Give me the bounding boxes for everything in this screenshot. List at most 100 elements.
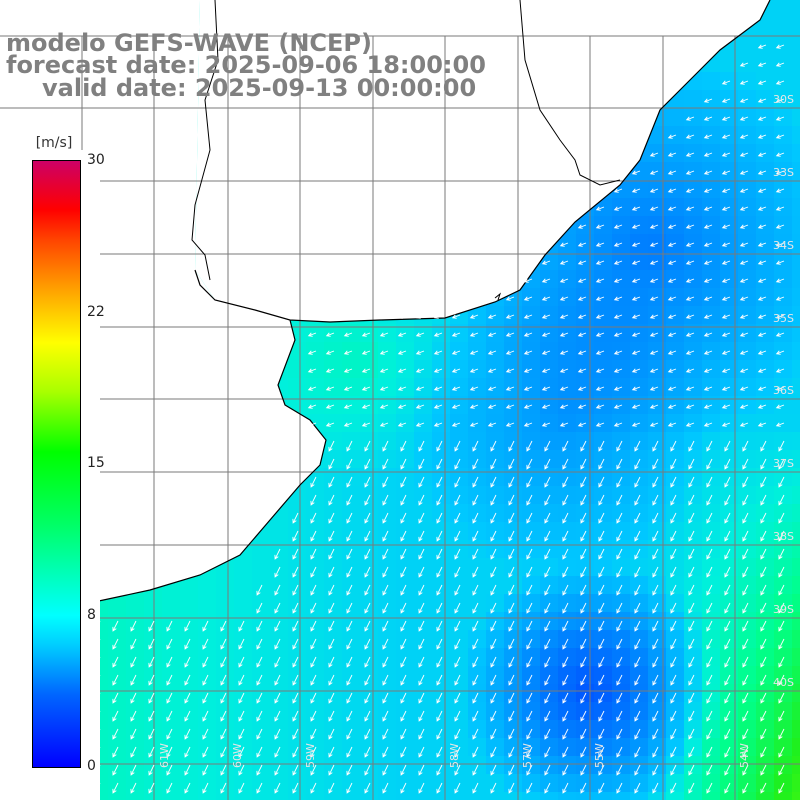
wind-arrow: [562, 692, 569, 704]
field-cell: [684, 90, 703, 109]
wind-arrow: [328, 530, 335, 542]
wind-arrow: [721, 260, 731, 265]
wind-arrow: [415, 314, 425, 319]
wind-arrow: [667, 296, 677, 301]
wind-arrow: [616, 440, 623, 452]
wind-arrow: [562, 782, 569, 794]
wind-arrow: [541, 314, 551, 319]
wind-arrow: [202, 746, 209, 758]
wind-arrow: [436, 512, 443, 524]
wind-arrow: [778, 584, 785, 596]
wind-arrow: [757, 314, 767, 319]
wind-arrow: [418, 620, 425, 632]
wind-arrow: [652, 512, 659, 524]
wind-arrow: [292, 710, 299, 722]
wind-arrow: [418, 566, 425, 578]
wind-arrow: [418, 746, 425, 758]
wind-arrow: [523, 368, 533, 373]
wind-arrow: [472, 782, 479, 794]
wind-arrow: [685, 206, 695, 211]
wind-arrow: [688, 548, 695, 560]
wind-arrow: [688, 674, 695, 686]
field-cell: [792, 792, 800, 800]
wind-arrow: [382, 674, 389, 686]
wind-arrow: [454, 620, 461, 632]
longitude-label: 54W: [738, 743, 751, 768]
wind-arrow: [688, 512, 695, 524]
wind-arrow: [649, 170, 659, 175]
field-cell: [792, 162, 800, 181]
wind-arrow: [739, 134, 749, 139]
wind-arrow: [307, 386, 317, 391]
wind-arrow: [652, 566, 659, 578]
wind-arrow: [634, 656, 641, 668]
wind-arrow: [739, 152, 749, 157]
wind-arrow: [778, 764, 785, 776]
wind-arrow: [595, 422, 605, 427]
wind-arrow: [364, 620, 371, 632]
wind-arrow: [307, 404, 317, 409]
wind-arrow: [598, 458, 605, 470]
wind-arrow: [508, 566, 515, 578]
wind-arrow: [580, 512, 587, 524]
wind-arrow: [490, 494, 497, 506]
wind-arrow: [148, 710, 155, 722]
wind-arrow: [580, 764, 587, 776]
field-cell: [792, 360, 800, 379]
wind-arrow: [346, 674, 353, 686]
wind-arrow: [328, 620, 335, 632]
wind-arrow: [721, 152, 731, 157]
wind-arrow: [688, 656, 695, 668]
wind-arrow: [685, 386, 695, 391]
wind-arrow: [328, 548, 335, 560]
wind-arrow: [346, 530, 353, 542]
wind-arrow: [724, 764, 731, 776]
wind-arrow: [346, 764, 353, 776]
wind-arrow: [652, 728, 659, 740]
wind-arrow: [577, 368, 587, 373]
wind-arrow: [202, 782, 209, 794]
wind-arrow: [634, 458, 641, 470]
wind-arrow: [220, 728, 227, 740]
wind-arrow: [742, 494, 749, 506]
wind-arrow: [274, 764, 281, 776]
wind-arrow: [544, 710, 551, 722]
wind-arrow: [634, 746, 641, 758]
wind-arrow: [724, 692, 731, 704]
wind-arrow: [328, 440, 335, 452]
wind-arrow: [724, 458, 731, 470]
wind-arrow: [220, 674, 227, 686]
wind-arrow: [631, 260, 641, 265]
wind-arrow: [490, 584, 497, 596]
wind-arrow: [778, 692, 785, 704]
latitude-label: 38S: [773, 530, 794, 543]
wind-arrow: [739, 386, 749, 391]
wind-arrow: [433, 368, 443, 373]
wind-arrow: [670, 674, 677, 686]
wind-arrow: [685, 350, 695, 355]
wind-arrow: [652, 746, 659, 758]
wind-arrow: [328, 494, 335, 506]
wind-arrow: [631, 296, 641, 301]
wind-arrow: [559, 404, 569, 409]
wind-arrow: [508, 602, 515, 614]
wind-arrow: [274, 566, 281, 578]
wind-arrow: [670, 458, 677, 470]
wind-arrow: [454, 476, 461, 488]
wind-arrow: [598, 512, 605, 524]
wind-arrow: [760, 764, 767, 776]
wind-arrow: [436, 764, 443, 776]
wind-arrow: [634, 602, 641, 614]
wind-arrow: [757, 332, 767, 337]
wind-arrow: [616, 566, 623, 578]
wind-arrow: [775, 386, 785, 391]
wind-arrow: [634, 476, 641, 488]
wind-arrow: [562, 638, 569, 650]
field-cell: [216, 594, 235, 613]
wind-arrow: [703, 314, 713, 319]
field-cell: [792, 36, 800, 55]
wind-arrow: [256, 656, 263, 668]
wind-arrow: [400, 746, 407, 758]
wind-arrow: [526, 764, 533, 776]
wind-arrow: [562, 656, 569, 668]
